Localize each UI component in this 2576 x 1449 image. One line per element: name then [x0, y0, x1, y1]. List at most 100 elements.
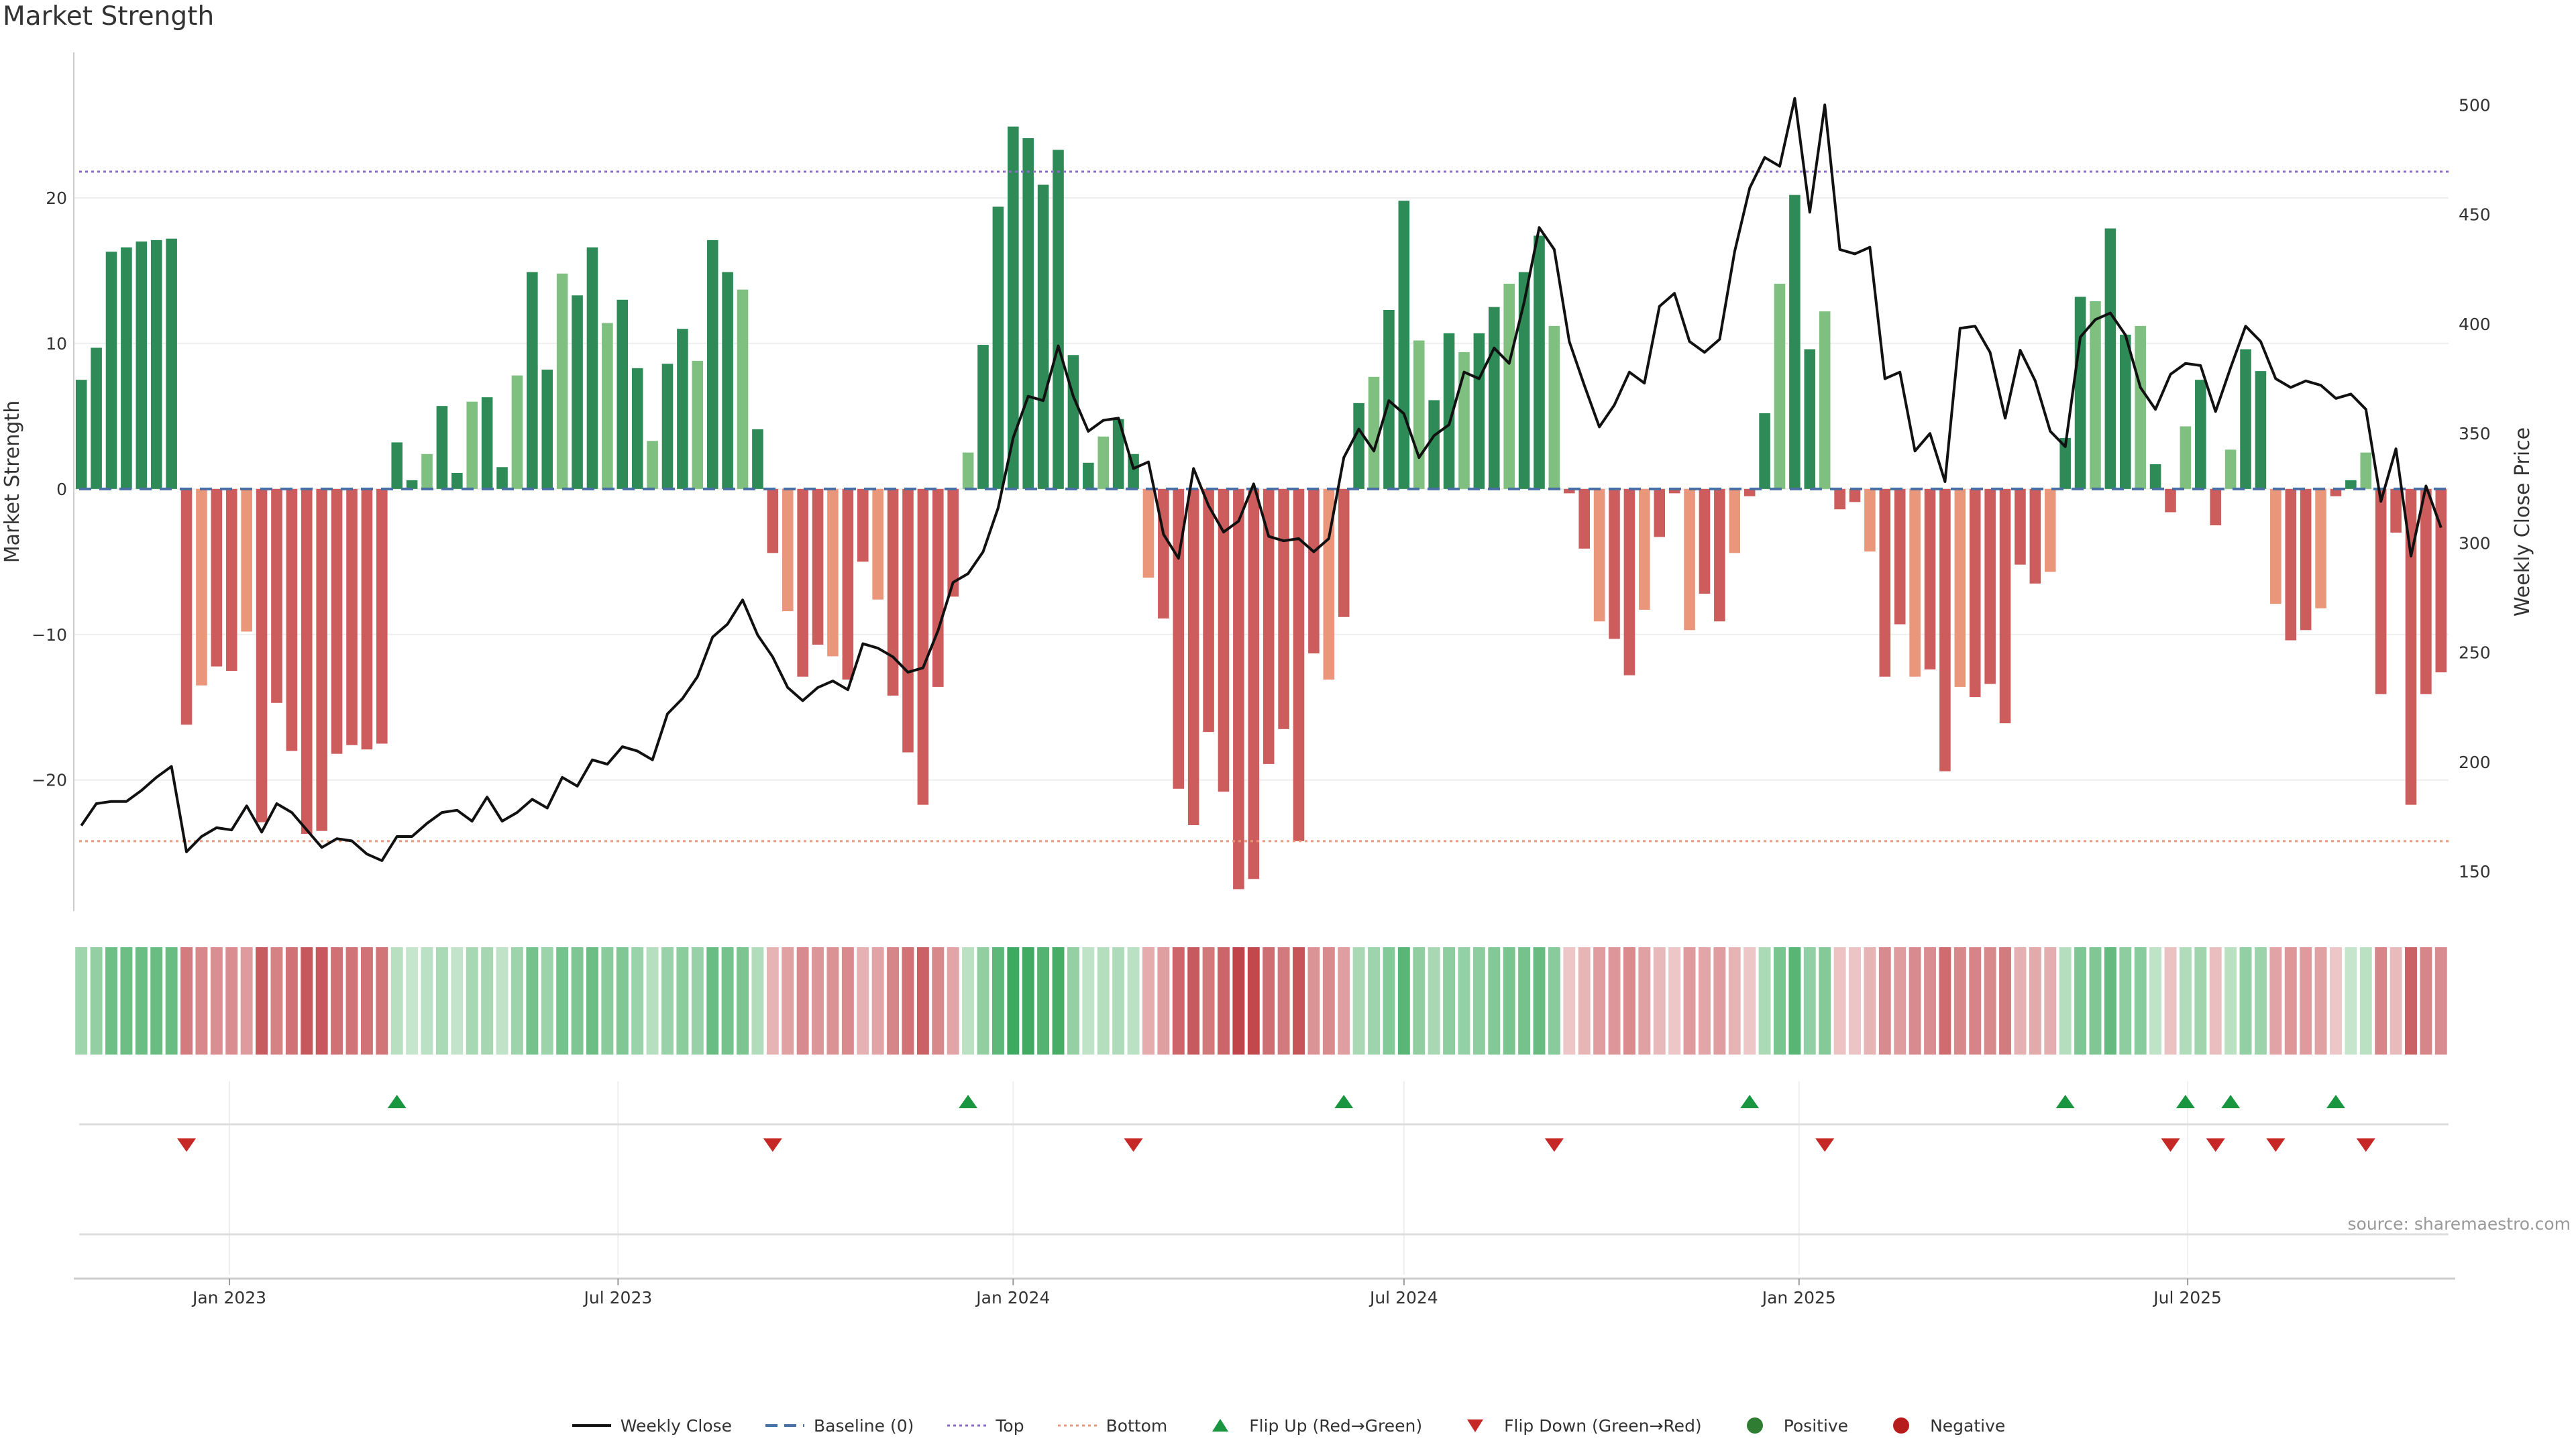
heat-cell: [1232, 947, 1245, 1055]
strength-bar: [917, 488, 929, 805]
heat-cell: [796, 947, 809, 1055]
strength-bar: [1639, 488, 1650, 610]
strength-bar: [1053, 150, 1064, 489]
left-axis-title: Market Strength: [1, 400, 24, 563]
strength-bars: [75, 126, 2447, 890]
heat-cell: [1218, 947, 1230, 1055]
heat-cell: [1909, 947, 1921, 1055]
heat-cell: [90, 947, 103, 1055]
heat-cell: [661, 947, 674, 1055]
strength-bar: [2240, 349, 2251, 489]
heat-cell: [526, 947, 539, 1055]
heat-cell: [1503, 947, 1515, 1055]
strength-bar: [1864, 488, 1876, 552]
heat-cell: [601, 947, 614, 1055]
heat-cell: [376, 947, 388, 1055]
heat-cell: [135, 947, 148, 1055]
heat-cell: [165, 947, 178, 1055]
strength-bar: [451, 472, 463, 489]
heat-cell: [451, 947, 464, 1055]
legend-label: Weekly Close: [620, 1415, 733, 1436]
strength-bar: [722, 272, 733, 489]
heat-cell: [2014, 947, 2027, 1055]
legend-symbol-bottom: [1057, 1424, 1097, 1427]
heat-cell: [1202, 947, 1215, 1055]
strength-bar: [661, 364, 674, 489]
heat-cell: [1428, 947, 1440, 1055]
strength-bar: [2300, 488, 2312, 631]
x-tick-label: Jan 2023: [191, 1288, 266, 1307]
strength-bar: [631, 368, 643, 489]
strength-bar: [2120, 334, 2131, 489]
strength-bar: [1353, 402, 1364, 489]
heat-cell: [315, 947, 328, 1055]
strength-bar: [136, 241, 148, 489]
heat-cell: [256, 947, 268, 1055]
heat-cell: [1758, 947, 1771, 1055]
strength-bar: [1323, 488, 1335, 680]
strength-bar: [1083, 462, 1094, 489]
strength-bar: [616, 299, 629, 489]
strength-bar: [1443, 333, 1455, 489]
heat-cell: [857, 947, 869, 1055]
strength-bar: [2059, 437, 2071, 489]
strength-bar: [1428, 400, 1440, 489]
legend-label: Positive: [1783, 1415, 1849, 1436]
strength-bar: [1008, 126, 1019, 489]
strength-bar: [692, 360, 704, 489]
legend-label: Flip Down (Green→Red): [1504, 1415, 1702, 1436]
strength-bar: [1729, 488, 1741, 553]
heat-cell: [240, 947, 253, 1055]
source-note: source: sharemaestro.com: [2347, 1214, 2571, 1234]
flip-down-marker: [2266, 1138, 2286, 1152]
heat-cell: [2134, 947, 2147, 1055]
heat-cell: [481, 947, 494, 1055]
strength-bar: [2315, 488, 2326, 608]
strength-bar: [2195, 380, 2206, 489]
heat-cell: [1368, 947, 1380, 1055]
legend-item-flip-down: Flip Down (Green→Red): [1454, 1415, 1702, 1436]
heat-cell: [1383, 947, 1395, 1055]
strength-bar: [1097, 436, 1110, 489]
heat-cell: [1774, 947, 1786, 1055]
flip-markers: [79, 1095, 2449, 1236]
heat-cell: [616, 947, 629, 1055]
strength-bar: [887, 488, 899, 696]
legend-item-flip-up: Flip Up (Red→Green): [1199, 1415, 1422, 1436]
right-tick-label: 300: [2459, 533, 2491, 553]
strength-bar: [2270, 488, 2282, 604]
heat-cell: [210, 947, 223, 1055]
heat-cell: [1668, 947, 1681, 1055]
legend-label: Baseline (0): [814, 1415, 914, 1436]
axes: 20 10 0 −10 −20 150 200 250 300 350 400 450 500 Jan 2…: [1, 52, 2534, 1307]
legend-item-bottom: Bottom: [1057, 1415, 1167, 1436]
heat-cell: [180, 947, 193, 1055]
heat-cell: [1518, 947, 1531, 1055]
strength-bar: [1668, 488, 1680, 494]
heat-cell: [1969, 947, 1982, 1055]
heat-cell: [916, 947, 929, 1055]
strength-bar: [331, 488, 343, 754]
strength-bar: [316, 488, 327, 831]
strength-bar: [150, 239, 162, 489]
left-tick-label: −10: [32, 625, 67, 645]
heat-cell: [2119, 947, 2132, 1055]
heat-cell: [2390, 947, 2402, 1055]
heat-cell: [2330, 947, 2342, 1055]
x-tick-label: Jan 2024: [975, 1288, 1050, 1307]
strength-bar: [466, 401, 478, 489]
strength-bar: [797, 488, 808, 677]
strength-bar: [1804, 349, 1816, 489]
strength-bar: [2435, 488, 2447, 673]
heat-cell: [977, 947, 989, 1055]
strength-bar: [1503, 283, 1515, 489]
heat-cell: [2059, 947, 2072, 1055]
strength-bar: [286, 488, 298, 751]
heat-cell: [1187, 947, 1200, 1055]
strength-bar: [256, 488, 268, 822]
heat-cell: [1819, 947, 1831, 1055]
strength-bar: [2405, 488, 2417, 805]
heat-cell: [902, 947, 914, 1055]
strength-bar: [1578, 488, 1590, 549]
